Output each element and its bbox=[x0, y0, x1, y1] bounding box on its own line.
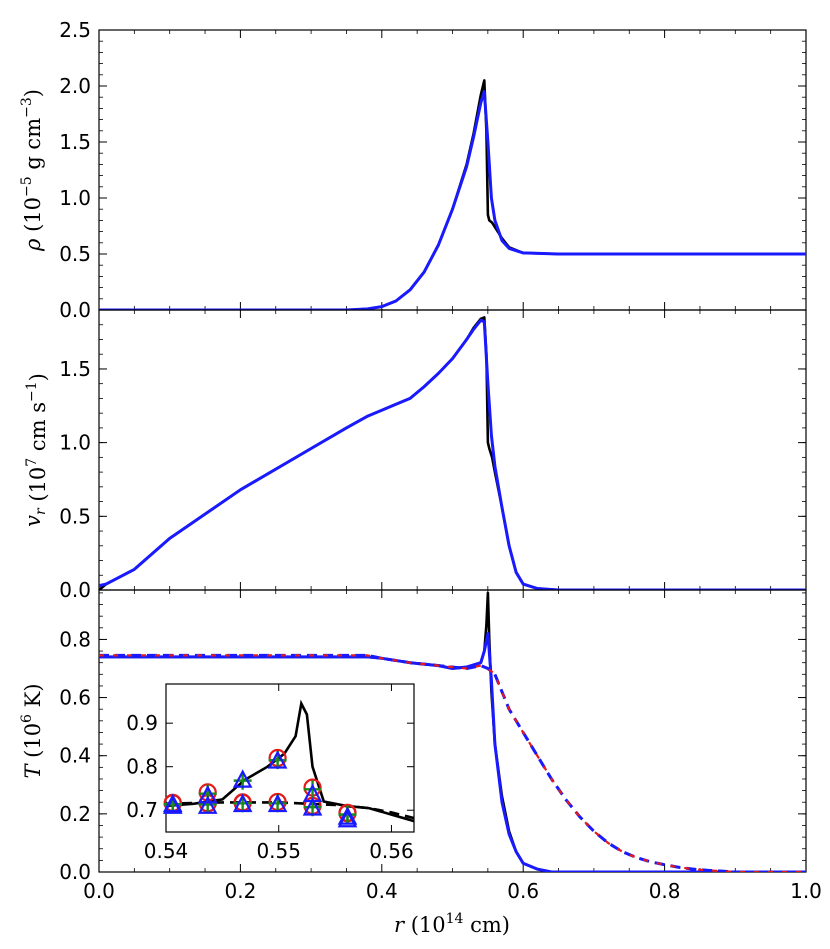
series-line-blue-solid bbox=[99, 90, 806, 310]
inset-marker-triangle bbox=[162, 795, 183, 814]
inset-y-tick-label: 0.9 bbox=[126, 711, 158, 735]
y-tick-label: 2.0 bbox=[59, 74, 91, 98]
y-axis-label-sup: −5 bbox=[19, 176, 35, 197]
inset-y-tick-label: 0.8 bbox=[126, 755, 158, 779]
temperature-inset: 0.54 0.55 0.56 0.7 0.8 0.9 bbox=[126, 683, 415, 863]
y-axis-label-sup: 6 bbox=[19, 714, 35, 723]
y-tick-label: 1.0 bbox=[59, 431, 91, 455]
y-axis-label-sup: 7 bbox=[24, 458, 40, 467]
inset-marker-triangle bbox=[337, 806, 358, 825]
y-tick-label: 0.0 bbox=[59, 298, 91, 322]
y-tick-label: 1.5 bbox=[59, 357, 91, 381]
inset-marker-triangle bbox=[337, 808, 358, 828]
inset-y-tick-label: 0.7 bbox=[126, 798, 158, 822]
y-tick-label: 0.8 bbox=[59, 627, 91, 651]
y-tick-label: 2.5 bbox=[59, 18, 91, 42]
y-axis-label-symbol: T bbox=[21, 763, 45, 779]
x-axis-label-part: (10 bbox=[404, 913, 446, 937]
inset-marker-triangle bbox=[232, 793, 253, 813]
x-axis-label-sup: 14 bbox=[446, 911, 464, 927]
series-line-red-dashed bbox=[99, 654, 806, 872]
plot-frame bbox=[98, 309, 807, 591]
y-axis-label-symbol: ρ bbox=[21, 238, 45, 252]
y-axis-label-symbol: v bbox=[21, 515, 45, 527]
y-axis-label: ρ (10−5 g cm−3) bbox=[19, 89, 45, 252]
inset-marker-triangle bbox=[267, 750, 288, 769]
series-line-blue-solid bbox=[99, 318, 806, 590]
y-axis-label: T (106 K) bbox=[19, 683, 45, 778]
inset-x-tick-label: 0.54 bbox=[144, 839, 189, 863]
y-tick-label: 0.0 bbox=[59, 578, 91, 602]
inset-marker-triangle bbox=[302, 797, 323, 816]
series-line-blue-solid bbox=[99, 632, 806, 872]
x-tick-label: 0.0 bbox=[83, 879, 115, 903]
y-axis-label-part: K) bbox=[21, 683, 45, 714]
series-line-black-solid bbox=[99, 79, 806, 310]
y-axis-label-sub: r bbox=[33, 507, 49, 515]
y-axis-label-part: (10 bbox=[21, 723, 45, 765]
y-tick-label: 0.5 bbox=[59, 242, 91, 266]
y-tick-label: 0.6 bbox=[59, 686, 91, 710]
x-tick-label: 0.8 bbox=[649, 879, 681, 903]
inset-marker-triangle bbox=[197, 784, 218, 804]
inset-marker-triangle bbox=[232, 769, 253, 788]
y-tick-label: 0.0 bbox=[59, 860, 91, 884]
x-tick-label: 0.6 bbox=[507, 879, 539, 903]
y-axis-label-part: (10 bbox=[21, 197, 45, 239]
inset-x-tick-label: 0.55 bbox=[256, 839, 301, 863]
y-tick-label: 0.5 bbox=[59, 504, 91, 528]
axis-labels: ρ (10−5 g cm−3)vr (107 cm s−1)T (106 K)r… bbox=[19, 89, 510, 937]
density-panel: 0.0 0.5 1.0 1.5 2.0 2.5 bbox=[59, 18, 807, 322]
plot-frame bbox=[98, 29, 807, 311]
y-axis-label-part: g cm bbox=[21, 118, 45, 177]
y-axis-label-sup: −3 bbox=[19, 97, 35, 118]
x-axis-label-part: cm) bbox=[463, 913, 510, 937]
y-axis-label-part: (10 bbox=[26, 467, 50, 509]
x-tick-label: 1.0 bbox=[790, 879, 822, 903]
velocity-panel: 0.0 0.5 1.0 1.5 bbox=[59, 309, 807, 602]
temperature-panel: 0.0 0.2 0.4 0.6 0.8 0.0 0.2 0.4 0.6 0.8 1.0 bbox=[59, 589, 822, 903]
inset-x-tick-label: 0.56 bbox=[369, 839, 414, 863]
y-axis-label-sup: −1 bbox=[24, 381, 40, 402]
y-tick-label: 0.2 bbox=[59, 802, 91, 826]
x-tick-label: 0.2 bbox=[224, 879, 256, 903]
x-axis-label: r (1014 cm) bbox=[394, 911, 510, 937]
inset-marker-triangle bbox=[267, 793, 288, 813]
y-axis-label-part: ) bbox=[26, 373, 50, 381]
inset-line-black-dashed bbox=[166, 801, 414, 820]
y-tick-label: 1.5 bbox=[59, 130, 91, 154]
y-axis-label: vr (107 cm s−1) bbox=[21, 373, 50, 527]
x-tick-label: 0.4 bbox=[366, 879, 398, 903]
y-tick-label: 1.0 bbox=[59, 186, 91, 210]
inset-marker-plus bbox=[303, 780, 322, 799]
y-axis-label-part: cm s bbox=[26, 402, 50, 458]
inset-marker-triangle bbox=[197, 795, 218, 814]
x-axis-label-symbol: r bbox=[394, 913, 406, 937]
y-tick-label: 0.4 bbox=[59, 744, 91, 768]
y-axis-label-part: ) bbox=[21, 89, 45, 97]
